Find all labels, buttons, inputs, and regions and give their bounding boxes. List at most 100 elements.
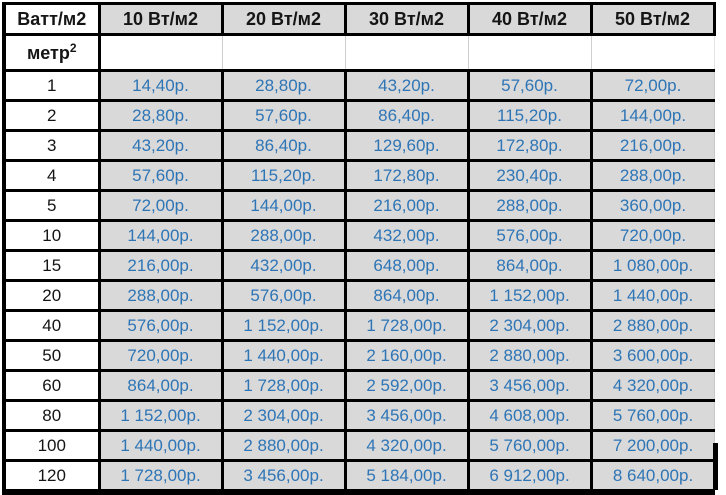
price-cell: 72,00р.	[97, 189, 224, 222]
area-cell: 4	[2, 159, 101, 192]
table-row: 1 14,40р. 28,80р. 43,20р. 57,60р. 72,00р.	[2, 69, 715, 102]
price-cell: 2 304,00р.	[220, 399, 347, 432]
price-cell: 43,20р.	[97, 129, 224, 162]
price-cell: 360,00р.	[589, 189, 715, 222]
column-header-40: 40 Вт/м2	[466, 2, 593, 36]
price-cell: 576,00р.	[220, 279, 347, 312]
price-cell: 115,20р.	[220, 159, 347, 192]
price-cell: 57,60р.	[220, 99, 347, 132]
unit-header-cell: метр2	[2, 33, 101, 72]
price-cell: 86,40р.	[343, 99, 470, 132]
price-cell: 3 456,00р.	[220, 459, 347, 495]
area-cell: 3	[2, 129, 101, 162]
price-cell: 4 608,00р.	[466, 399, 593, 432]
price-cell: 2 160,00р.	[343, 339, 470, 372]
price-cell: 172,80р.	[466, 129, 593, 162]
price-cell: 144,00р.	[220, 189, 347, 222]
price-cell: 576,00р.	[466, 219, 593, 252]
price-cell: 8 640,00р.	[589, 459, 715, 495]
price-cell: 2 880,00р.	[589, 309, 715, 342]
area-cell: 50	[2, 339, 101, 372]
price-cell: 1 728,00р.	[343, 309, 470, 342]
price-cell: 1 080,00р.	[589, 249, 715, 282]
area-cell: 2	[2, 99, 101, 132]
table-row: 10 144,00р. 288,00р. 432,00р. 576,00р. 720,00…	[2, 219, 715, 252]
header-row: Ватт/м2 10 Вт/м2 20 Вт/м2 30 Вт/м2 40 Вт…	[2, 2, 716, 36]
table-row: 100 1 440,00р. 2 880,00р. 4 320,00р. 5 760,0…	[2, 429, 715, 462]
price-cell: 216,00р.	[343, 189, 470, 222]
price-cell: 7 200,00р.	[589, 429, 715, 462]
unit-empty-cell	[344, 33, 469, 72]
price-cell: 5 184,00р.	[343, 459, 470, 495]
table-row: 3 43,20р. 86,40р. 129,60р. 172,80р. 216,00р.	[2, 129, 715, 162]
price-cell: 1 440,00р.	[589, 279, 715, 312]
price-cell: 1 440,00р.	[97, 429, 224, 462]
price-cell: 432,00р.	[220, 249, 347, 282]
price-cell: 288,00р.	[589, 159, 715, 192]
unit-label: метр	[26, 43, 70, 63]
area-cell: 10	[2, 219, 101, 252]
price-cell: 2 880,00р.	[220, 429, 347, 462]
price-cell: 288,00р.	[220, 219, 347, 252]
price-cell: 216,00р.	[97, 249, 224, 282]
price-cell: 2 592,00р.	[343, 369, 470, 402]
price-cell: 230,40р.	[466, 159, 593, 192]
price-cell: 57,60р.	[97, 159, 224, 192]
price-cell: 144,00р.	[97, 219, 224, 252]
table-row: 50 720,00р. 1 440,00р. 2 160,00р. 2 880,00р.…	[2, 339, 715, 372]
price-cell: 86,40р.	[220, 129, 347, 162]
price-cell: 864,00р.	[97, 369, 224, 402]
price-cell: 5 760,00р.	[466, 429, 593, 462]
price-cell: 4 320,00р.	[343, 429, 470, 462]
area-cell: 80	[2, 399, 101, 432]
table-row: 4 57,60р. 115,20р. 172,80р. 230,40р. 288,00р.	[2, 159, 715, 192]
column-header-20: 20 Вт/м2	[220, 2, 347, 36]
unit-superscript: 2	[69, 41, 77, 55]
price-cell: 115,20р.	[466, 99, 593, 132]
price-cell: 144,00р.	[589, 99, 715, 132]
price-cell: 1 728,00р.	[220, 369, 347, 402]
table-row: 120 1 728,00р. 3 456,00р. 5 184,00р. 6 912,0…	[2, 459, 715, 495]
area-cell: 100	[2, 429, 101, 462]
price-cell: 864,00р.	[343, 279, 470, 312]
price-cell: 72,00р.	[589, 69, 715, 102]
price-cell: 172,80р.	[343, 159, 470, 192]
price-cell: 1 440,00р.	[220, 339, 347, 372]
price-cell: 5 760,00р.	[589, 399, 715, 432]
bottom-right-border-mark	[713, 443, 718, 490]
table-row: 5 72,00р. 144,00р. 216,00р. 288,00р. 360,00р.	[2, 189, 715, 222]
price-cell: 4 320,00р.	[589, 369, 715, 402]
table-row: 40 576,00р. 1 152,00р. 1 728,00р. 2 304,00р.…	[2, 309, 715, 342]
price-cell: 2 304,00р.	[466, 309, 593, 342]
price-cell: 43,20р.	[343, 69, 470, 102]
area-cell: 60	[2, 369, 101, 402]
area-cell: 5	[2, 189, 101, 222]
table-body: 1 14,40р. 28,80р. 43,20р. 57,60р. 72,00р. 2 28,…	[2, 69, 715, 495]
unit-empty-cell	[98, 33, 223, 72]
price-cell: 3 600,00р.	[589, 339, 715, 372]
column-header-50: 50 Вт/м2	[589, 2, 716, 36]
column-header-30: 30 Вт/м2	[343, 2, 470, 36]
price-cell: 57,60р.	[466, 69, 593, 102]
price-cell: 3 456,00р.	[466, 369, 593, 402]
price-cell: 288,00р.	[466, 189, 593, 222]
price-cell: 1 152,00р.	[466, 279, 593, 312]
corner-header-cell: Ватт/м2	[2, 2, 101, 36]
price-cell: 1 152,00р.	[97, 399, 224, 432]
price-cell: 864,00р.	[466, 249, 593, 282]
price-cell: 129,60р.	[343, 129, 470, 162]
area-cell: 15	[2, 249, 101, 282]
price-cell: 1 728,00р.	[97, 459, 224, 495]
price-cell: 28,80р.	[97, 99, 224, 132]
price-cell: 216,00р.	[589, 129, 715, 162]
area-cell: 1	[2, 69, 101, 102]
price-cell: 720,00р.	[589, 219, 715, 252]
price-cell: 720,00р.	[97, 339, 224, 372]
table-row: 80 1 152,00р. 2 304,00р. 3 456,00р. 4 608,00…	[2, 399, 715, 432]
unit-row: метр2	[2, 33, 715, 72]
area-cell: 120	[2, 459, 101, 495]
price-cell: 6 912,00р.	[466, 459, 593, 495]
price-cell: 3 456,00р.	[343, 399, 470, 432]
price-table: Ватт/м2 10 Вт/м2 20 Вт/м2 30 Вт/м2 40 Вт…	[2, 2, 716, 495]
table-row: 20 288,00р. 576,00р. 864,00р. 1 152,00р. 1 44…	[2, 279, 715, 312]
